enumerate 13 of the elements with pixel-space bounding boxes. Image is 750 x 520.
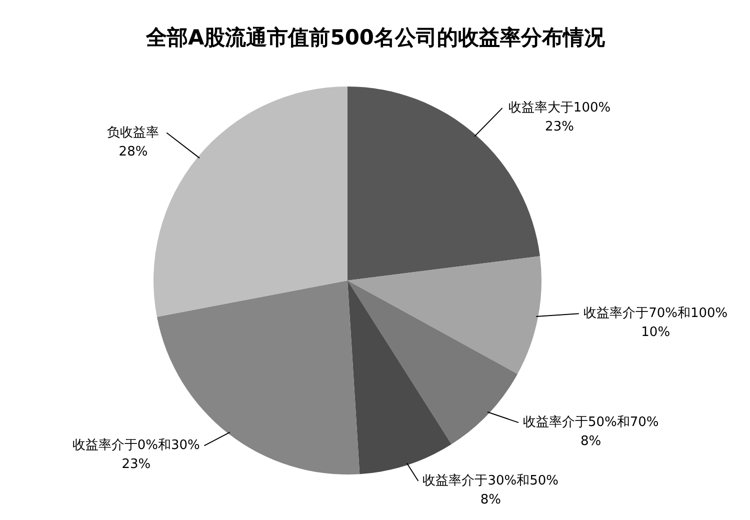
slice-label: 负收益率 bbox=[107, 124, 160, 140]
slice-label: 收益率大于100% bbox=[508, 100, 611, 116]
slice-label: 收益率介于0%和30% bbox=[72, 437, 200, 454]
data-label: 10% bbox=[641, 325, 670, 340]
data-label: 23% bbox=[122, 457, 151, 472]
data-label: 28% bbox=[118, 144, 148, 160]
chart-title: 全部A股流通市值前500名公司的收益率分布情况 bbox=[144, 26, 606, 50]
slice-label: 收益率介于70%和100% bbox=[584, 305, 728, 322]
slice-label: 收益率介于30%和50% bbox=[422, 472, 559, 488]
data-label: 8% bbox=[480, 492, 501, 508]
slice-label: 收益率介于50%和70% bbox=[522, 414, 659, 430]
data-label: 23% bbox=[545, 120, 574, 135]
data-label: 8% bbox=[580, 434, 602, 450]
